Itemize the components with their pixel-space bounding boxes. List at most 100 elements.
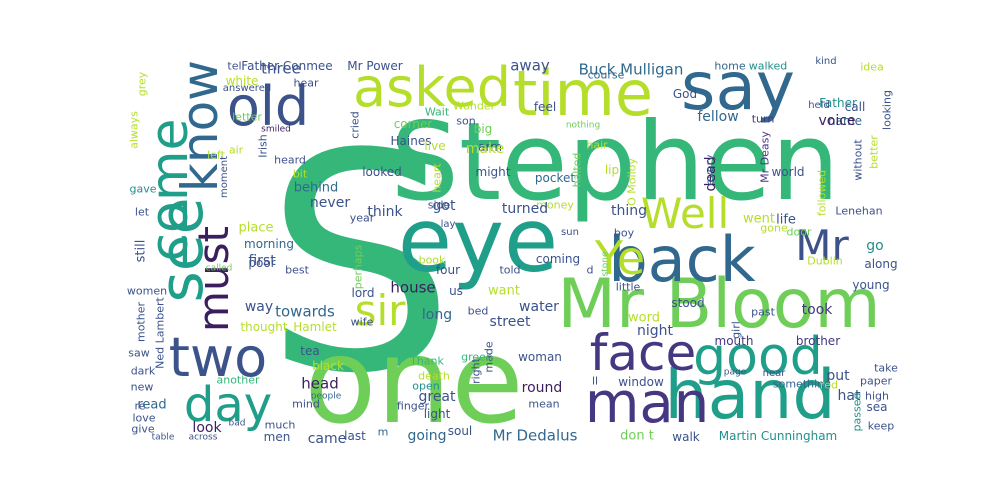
word-keep: keep	[867, 419, 895, 433]
word-hand: hand	[664, 356, 836, 435]
word-heard: heard	[274, 153, 306, 167]
word-moment: moment	[219, 155, 230, 199]
word-away: away	[510, 56, 550, 75]
word-head: head	[301, 374, 339, 393]
word-book: book	[418, 253, 446, 267]
word-S: S	[264, 90, 456, 439]
word-past: past	[751, 305, 775, 319]
word-finger: finger	[396, 399, 430, 413]
word-dark: dark	[130, 364, 156, 378]
word-bed: bed	[467, 304, 489, 318]
word-high: high	[865, 389, 889, 403]
word-corner: corner	[393, 117, 433, 131]
word-walk: walk	[672, 430, 700, 444]
word-two: two	[168, 326, 268, 389]
word-gone: gone	[760, 221, 788, 235]
word-mother: mother	[134, 301, 148, 343]
word-gave: gave	[129, 182, 157, 196]
word-cried: cried	[348, 111, 362, 139]
word-tell: tell	[227, 59, 245, 73]
word-kind: kind	[815, 56, 837, 67]
word-another: another	[216, 373, 260, 387]
word-love: love	[132, 411, 156, 425]
word-live: live	[424, 139, 446, 153]
word-three: three	[261, 59, 301, 78]
word-money: money	[536, 198, 574, 212]
word-women: women	[126, 284, 168, 298]
word-last: last	[344, 429, 366, 443]
word-told: told	[499, 263, 521, 277]
word-BuckMulligan: Buck Mulligan	[578, 60, 684, 79]
word-best: best	[285, 263, 309, 277]
word-thing: thing	[610, 203, 648, 219]
word-Ye: Ye	[594, 231, 646, 285]
word-water: water	[519, 299, 559, 315]
word-NedLambert: Ned Lambert	[153, 297, 167, 369]
word-sir: sir	[354, 286, 406, 335]
word-sea: sea	[866, 400, 888, 414]
word-never: never	[309, 195, 351, 211]
word-world: world	[771, 165, 805, 179]
word-answered: answered	[222, 83, 272, 94]
word-course: course	[587, 68, 625, 82]
word-idea: idea	[860, 60, 884, 74]
word-face: face	[589, 324, 697, 382]
word-young: young	[852, 278, 890, 292]
word-Wait: Wait	[424, 105, 450, 119]
word-walked: walked	[748, 59, 788, 73]
word-heart: heart	[430, 163, 444, 193]
word-green: green	[461, 350, 493, 364]
word-without: without	[851, 139, 865, 181]
word-great: great	[418, 389, 456, 405]
word-light: light	[423, 407, 451, 421]
word-place: place	[238, 220, 274, 236]
word-door: door	[786, 225, 812, 239]
word-long: long	[421, 307, 453, 323]
word-got: got	[432, 198, 456, 214]
word-lay: lay	[440, 219, 456, 230]
word-MrDeasy: Mr Deasy	[758, 131, 772, 183]
word-lord: lord	[351, 286, 375, 300]
word-bad: bad	[228, 418, 246, 429]
word-sun: sun	[561, 227, 579, 238]
word-perhaps: perhaps	[351, 244, 365, 290]
word-along: along	[864, 257, 898, 271]
word-take: take	[874, 361, 898, 375]
word-m: m	[377, 425, 389, 439]
word-hear: hear	[293, 76, 319, 90]
word-smiled: smiled	[261, 124, 291, 135]
word-Mr: Mr	[795, 221, 849, 270]
word-followed: followed	[815, 169, 829, 217]
word-air: air	[228, 143, 244, 157]
word-call: call	[844, 100, 866, 114]
word-open: open	[412, 379, 440, 393]
word-window: window	[618, 375, 664, 389]
word-still: still	[133, 239, 149, 263]
word-Haines: Haines	[390, 134, 432, 148]
word-near: near	[762, 368, 786, 379]
word-house: house	[390, 278, 436, 297]
word-much: much	[264, 418, 296, 432]
word-MrPower: Mr Power	[347, 59, 403, 73]
word-Irish: Irish	[256, 134, 270, 158]
word-grey: grey	[135, 71, 149, 97]
word-life: life	[776, 212, 796, 228]
word-wife: wife	[350, 315, 374, 329]
word-nothing: nothing	[565, 120, 601, 131]
word-FatherConmee: Father Conmee	[241, 59, 333, 73]
word-d: d	[586, 263, 594, 277]
word-every: every	[703, 154, 717, 186]
word-year: year	[349, 211, 375, 225]
word-fellow: fellow	[697, 109, 739, 125]
word-look: look	[192, 420, 222, 436]
word-time: time	[512, 57, 654, 130]
word-mouth: mouth	[714, 334, 754, 348]
word-looking: looking	[880, 90, 894, 130]
word-side: side	[427, 198, 451, 212]
word-saw: saw	[128, 346, 150, 360]
word-must: must	[189, 226, 238, 332]
word-mind: mind	[292, 397, 320, 411]
word-home: home	[714, 59, 746, 73]
word-left: left	[207, 148, 225, 162]
